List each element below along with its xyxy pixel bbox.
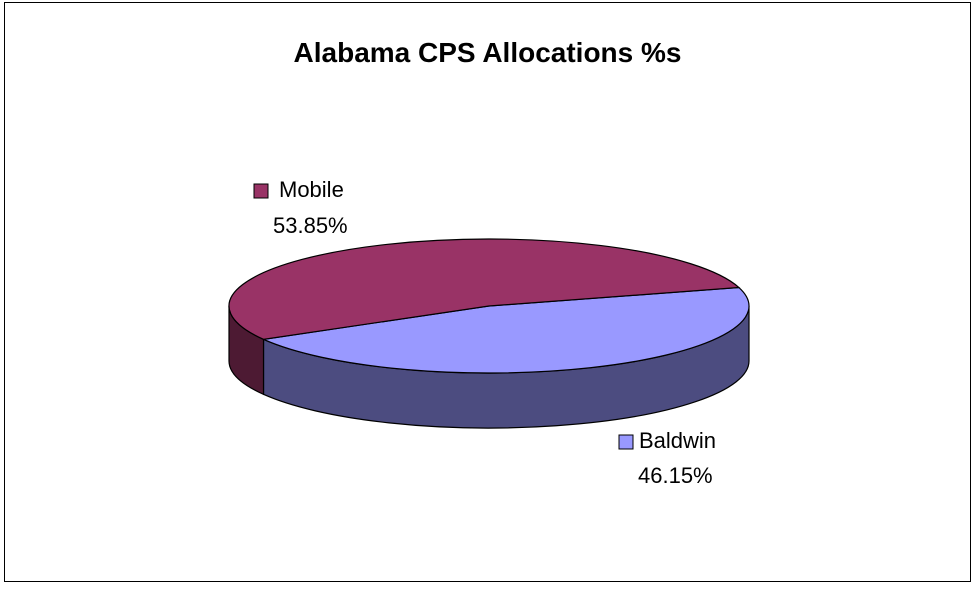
- slice-percent-mobile: 53.85%: [273, 213, 348, 238]
- pie-slice-mobile: [228, 238, 741, 340]
- chart-title: Alabama CPS Allocations %s: [293, 37, 682, 68]
- legend-key-mobile: [253, 183, 269, 199]
- label-mobile: Mobile 53.85%: [253, 177, 348, 238]
- pie-sides: [228, 305, 750, 429]
- slice-label-baldwin: Baldwin: [639, 428, 716, 453]
- pie-slice-baldwin: [261, 286, 750, 374]
- slice-label-mobile: Mobile: [279, 177, 344, 202]
- legend-key-baldwin: [618, 434, 634, 450]
- pie-tops: [228, 238, 750, 374]
- slice-percent-baldwin: 46.15%: [638, 463, 713, 488]
- label-baldwin: Baldwin 46.15%: [618, 428, 716, 488]
